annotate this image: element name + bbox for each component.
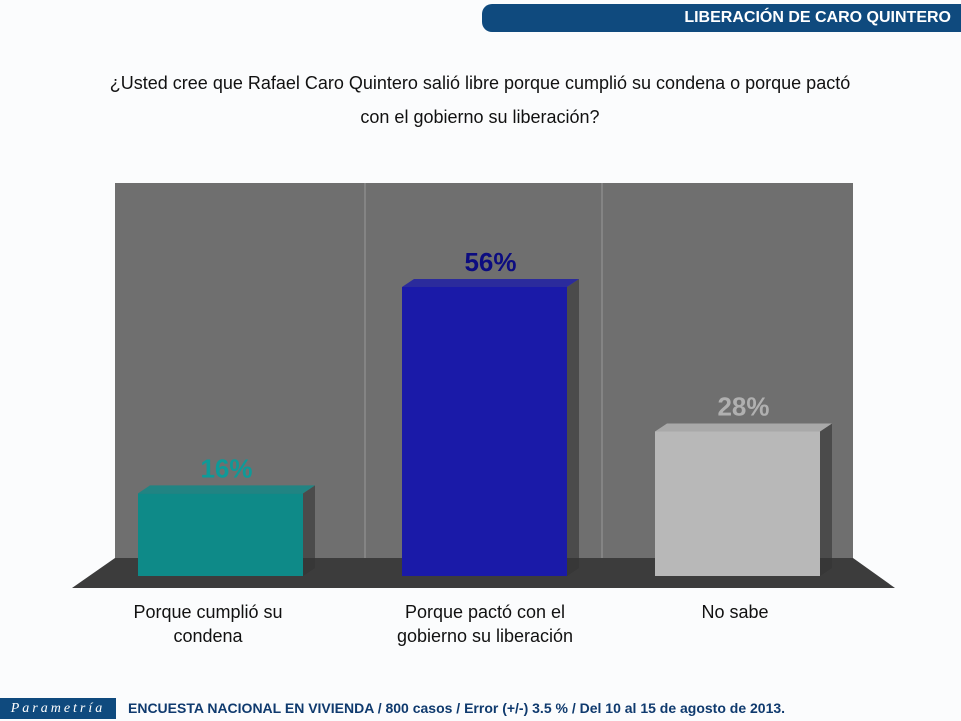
bar-side bbox=[567, 279, 579, 576]
data-label: 28% bbox=[717, 392, 769, 422]
parametria-logo: Parametría bbox=[0, 698, 116, 719]
bar-2 bbox=[402, 287, 567, 576]
slide-title: LIBERACIÓN DE CARO QUINTERO bbox=[482, 4, 961, 32]
bar-top bbox=[655, 423, 832, 432]
bar-top bbox=[402, 279, 579, 287]
category-label: Porque pactó con el gobierno su liberaci… bbox=[396, 602, 574, 646]
bar-side bbox=[303, 485, 315, 576]
bar-3 bbox=[655, 431, 820, 576]
category-label: Porque cumplió su condena bbox=[133, 602, 283, 646]
data-label: 56% bbox=[464, 247, 516, 277]
data-label: 16% bbox=[200, 453, 252, 483]
chart-title: ¿Usted cree que Rafael Caro Quintero sal… bbox=[109, 73, 851, 127]
bar-side bbox=[820, 423, 832, 576]
bar-top bbox=[138, 485, 315, 494]
survey-footnote: ENCUESTA NACIONAL EN VIVIENDA / 800 caso… bbox=[128, 700, 786, 716]
bar-1 bbox=[138, 493, 303, 576]
category-label: No sabe bbox=[701, 602, 769, 622]
